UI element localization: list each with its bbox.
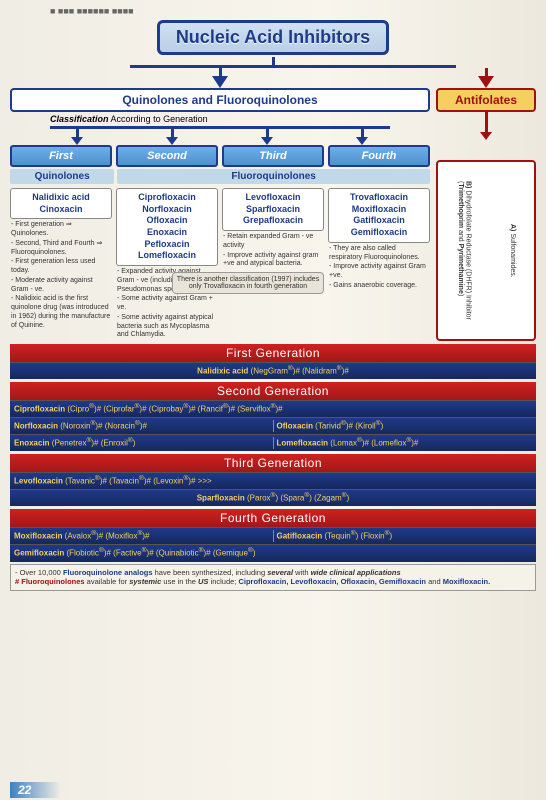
gen1-row: Nalidixic acid (NegGram®)# (Nalidram®)#	[10, 362, 536, 379]
col1-notes: First generation ⇒ Quinolones.Second, Th…	[10, 221, 112, 330]
branch-quinolones: Quinolones and Fluoroquinolones	[10, 88, 430, 112]
arrow-icon	[478, 76, 494, 88]
branch-antifolates: Antifolates	[436, 88, 536, 112]
gen-first: First	[10, 145, 112, 167]
gen4-banner: Fourth Generation	[10, 509, 536, 527]
arrow-stem	[272, 57, 275, 65]
page-number: 22	[10, 782, 61, 798]
gen4-row1: Moxifloxacin (Avalox®)# (Moxiflox®)# Gat…	[10, 527, 536, 544]
antifolate-details: B) Dihydrofolate Reductase (DHFR) Inhibi…	[436, 160, 536, 341]
gen3-banner: Third Generation	[10, 454, 536, 472]
col3-notes: Retain expanded Gram - ve activityImprov…	[222, 233, 324, 269]
side-a: A) Sulfonamides.	[508, 224, 516, 278]
branch-row: Quinolones and Fluoroquinolones Classifi…	[10, 68, 536, 341]
gen2-row3: Enoxacin (Penetrex®)# (Enroxil®) Lomeflo…	[10, 434, 536, 451]
antifolates-column: Antifolates B) Dihydrofolate Reductase (…	[436, 68, 536, 341]
gen3-row1: Levofloxacin (Tavanic®)# (Tavacin®)# (Le…	[10, 472, 536, 489]
gen2-row1: Ciprofloxacin (Cipro®)# (Ciprofar®)# (Ci…	[10, 400, 536, 417]
gen4-row2: Gemifloxacin (Flobiotic®)# (Factive®)# (…	[10, 544, 536, 561]
gen3-row2: Sparfloxacin (Parox®) (Spara®) (Zagam®)	[10, 489, 536, 506]
gen-third: Third	[222, 145, 324, 167]
main-title: Nucleic Acid Inhibitors	[157, 20, 389, 55]
sub-quinolones: Quinolones	[10, 169, 114, 184]
gen2-banner: Second Generation	[10, 382, 536, 400]
gen2-row2: Norfloxacin (Noroxin®)# (Noracin®)# Oflo…	[10, 417, 536, 434]
gen1-banner: First Generation	[10, 344, 536, 362]
footer-note: - Over 10,000 Fluoroquinolone analogs ha…	[10, 564, 536, 592]
gen-fourth: Fourth	[328, 145, 430, 167]
col4-notes: They are also called respiratory Fluoroq…	[328, 245, 430, 291]
sub-fluoroquinolones: Fluoroquinolones	[117, 169, 430, 184]
col2-drugs: Ciprofloxacin Norfloxacin Ofloxacin Enox…	[116, 188, 218, 266]
generation-headers: First Second Third Fourth	[10, 145, 430, 167]
col1-drugs: Nalidixic acid Cinoxacin	[10, 188, 112, 219]
gen-second: Second	[116, 145, 218, 167]
top-bar: ■ ■■■ ■■■■■■ ■■■■	[10, 6, 536, 16]
col3-drugs: Levofloxacin Sparfloxacin Grepafloxacin	[222, 188, 324, 231]
page: ■ ■■■ ■■■■■■ ■■■■ Nucleic Acid Inhibitor…	[0, 0, 546, 800]
drug-columns: Nalidixic acid Cinoxacin First generatio…	[10, 186, 430, 341]
arrow-icon	[212, 76, 228, 88]
side-b: B) Dihydrofolate Reductase (DHFR) Inhibi…	[456, 181, 471, 320]
col4-drugs: Trovafloxacin Moxifloxacin Gatifloxacin …	[328, 188, 430, 243]
note-block: There is another classification (1997) i…	[172, 272, 324, 294]
classification-line: Classification According to Generation	[10, 114, 430, 124]
